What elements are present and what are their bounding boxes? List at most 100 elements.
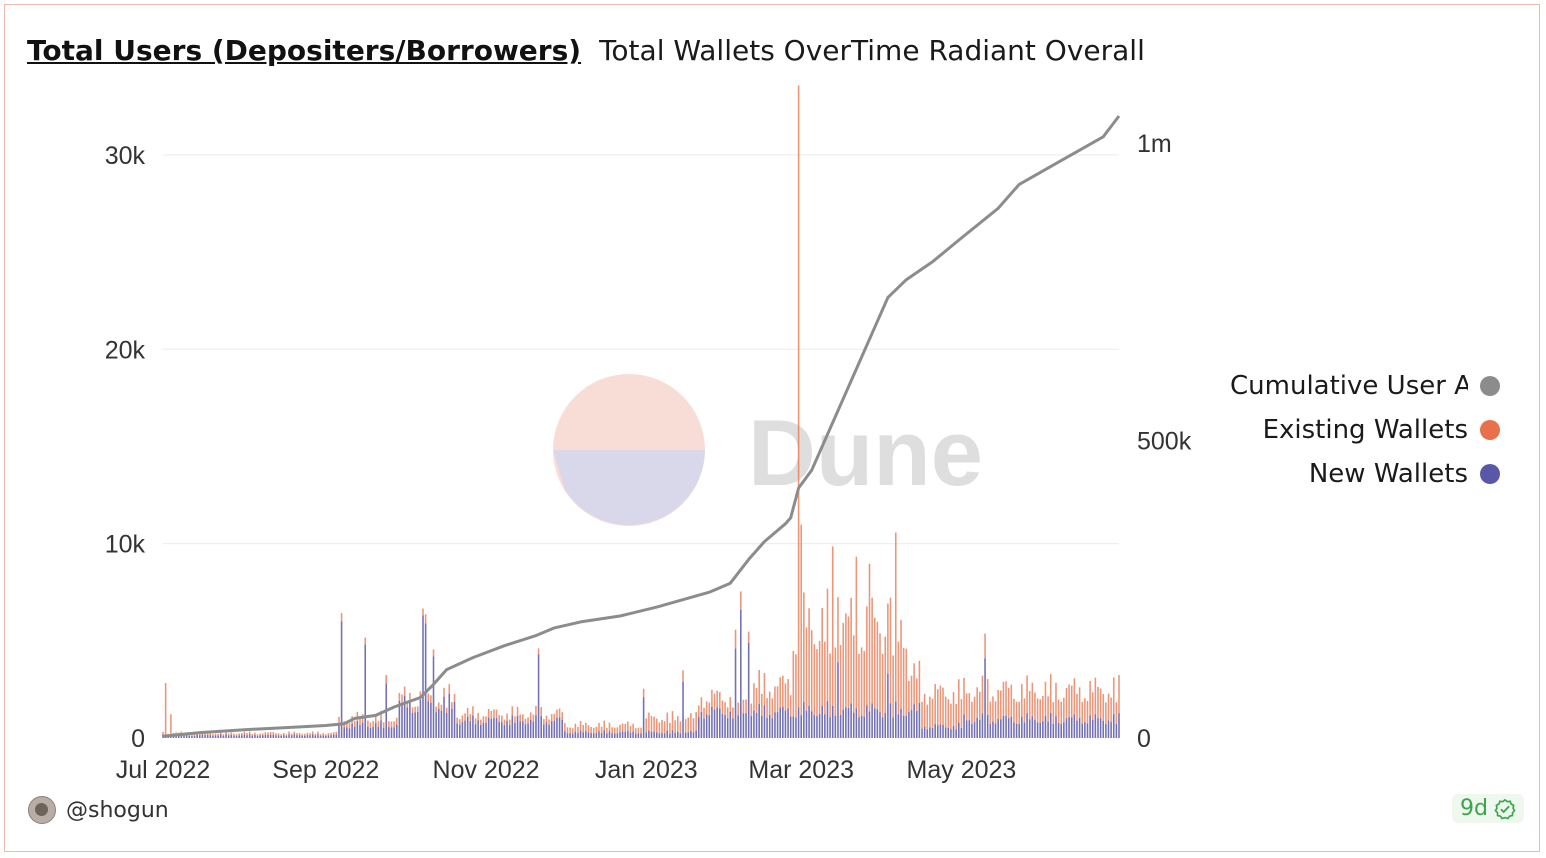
freshness-badge[interactable]: 9d bbox=[1452, 794, 1524, 823]
legend-item-existing[interactable]: Existing Wallets bbox=[1230, 408, 1500, 452]
new-wallets-bar bbox=[1036, 722, 1039, 738]
existing-wallets-bar bbox=[550, 714, 553, 722]
new-wallets-bar bbox=[448, 693, 451, 738]
new-wallets-bar bbox=[445, 712, 448, 738]
existing-wallets-bar bbox=[955, 703, 957, 730]
new-wallets-bar bbox=[1094, 714, 1097, 738]
new-wallets-bar bbox=[784, 710, 787, 738]
new-wallets-bar bbox=[621, 731, 624, 738]
new-wallets-bar bbox=[713, 709, 716, 738]
new-wallets-bars bbox=[162, 609, 1120, 738]
existing-wallets-bar bbox=[960, 699, 963, 728]
existing-wallets-bar bbox=[724, 702, 726, 715]
author-link[interactable]: @shogun bbox=[28, 796, 169, 824]
new-wallets-bar bbox=[679, 733, 682, 738]
existing-wallets-bar bbox=[170, 714, 172, 736]
new-wallets-bar bbox=[923, 726, 926, 738]
existing-wallets-bar bbox=[868, 563, 871, 712]
new-wallets-bar bbox=[852, 712, 855, 738]
existing-wallets-bar bbox=[401, 694, 403, 703]
existing-wallets-bar bbox=[380, 710, 382, 721]
existing-wallets-bar bbox=[619, 724, 621, 733]
y-axis-right: 0 500k 1m bbox=[1137, 130, 1192, 753]
existing-wallets-bar bbox=[254, 732, 256, 735]
cumulative-line-path bbox=[162, 115, 1121, 738]
new-wallets-bar bbox=[464, 720, 466, 738]
existing-wallets-bar bbox=[768, 691, 771, 715]
new-wallets-bar bbox=[482, 722, 485, 738]
new-wallets-bar bbox=[884, 712, 887, 738]
existing-wallets-bar bbox=[506, 713, 508, 721]
new-wallets-bar bbox=[703, 718, 705, 738]
new-wallets-bar bbox=[1026, 713, 1028, 738]
existing-wallets-bar bbox=[913, 663, 915, 705]
existing-wallets-bar bbox=[642, 688, 645, 698]
new-wallets-bar bbox=[301, 735, 303, 738]
existing-wallets-bar bbox=[395, 717, 398, 725]
new-wallets-bar bbox=[456, 723, 458, 738]
existing-wallets-bar bbox=[222, 734, 225, 736]
new-wallets-bar bbox=[183, 735, 185, 738]
new-wallets-bar bbox=[729, 711, 732, 738]
new-wallets-bar bbox=[663, 733, 666, 738]
existing-wallets-bar bbox=[564, 723, 566, 732]
legend-label-existing: Existing Wallets bbox=[1262, 415, 1468, 445]
new-wallets-bar bbox=[931, 727, 934, 738]
new-wallets-bar bbox=[648, 730, 650, 738]
existing-wallets-bar bbox=[543, 718, 545, 725]
new-wallets-bar bbox=[472, 715, 474, 738]
new-wallets-bar bbox=[674, 732, 676, 738]
existing-wallets-bar bbox=[876, 621, 879, 710]
existing-wallets-bar bbox=[372, 720, 374, 727]
new-wallets-bar bbox=[960, 727, 963, 738]
existing-wallets-bar bbox=[871, 597, 873, 704]
x-axis: Jul 2022 Sep 2022 Nov 2022 Jan 2023 Mar 2023… bbox=[116, 756, 1017, 784]
existing-wallets-bar bbox=[655, 718, 658, 733]
new-wallets-bar bbox=[868, 711, 871, 738]
existing-wallets-bar bbox=[1081, 701, 1084, 724]
existing-wallets-bar bbox=[627, 721, 629, 731]
existing-wallets-bar bbox=[653, 716, 655, 732]
new-wallets-bar bbox=[1084, 722, 1086, 738]
new-wallets-bar bbox=[779, 707, 781, 738]
new-wallets-bar bbox=[829, 717, 831, 738]
existing-wallets-bar bbox=[1021, 684, 1023, 717]
existing-wallets-bar bbox=[553, 713, 556, 721]
new-wallets-bar bbox=[897, 714, 900, 738]
existing-wallets-bar bbox=[248, 731, 251, 735]
existing-wallets-bar bbox=[558, 708, 561, 718]
legend-swatch-new bbox=[1480, 464, 1500, 484]
new-wallets-bar bbox=[201, 734, 204, 738]
new-wallets-bar bbox=[348, 728, 351, 738]
existing-wallets-bar bbox=[193, 734, 196, 736]
existing-wallets-bar bbox=[293, 731, 296, 735]
existing-wallets-bar bbox=[367, 720, 369, 727]
new-wallets-bar bbox=[440, 710, 443, 738]
existing-wallets-bar bbox=[503, 719, 506, 725]
existing-wallets-bar bbox=[805, 627, 808, 711]
legend-item-cumulative[interactable]: Cumulative User A bbox=[1230, 364, 1500, 408]
new-wallets-bar bbox=[855, 708, 858, 738]
existing-wallets-bar bbox=[923, 693, 926, 727]
new-wallets-bar bbox=[1015, 723, 1018, 738]
new-wallets-bar bbox=[795, 717, 797, 738]
existing-wallets-bar bbox=[225, 731, 227, 735]
existing-wallets-bar bbox=[766, 698, 768, 719]
new-wallets-bar bbox=[1057, 722, 1060, 738]
existing-wallets-bar bbox=[711, 689, 713, 707]
new-wallets-bar bbox=[424, 623, 427, 738]
legend-item-new[interactable]: New Wallets bbox=[1230, 452, 1500, 496]
dashboard-title-link[interactable]: Total Users (Depositers/Borrowers) bbox=[27, 34, 582, 67]
new-wallets-bar bbox=[1005, 715, 1007, 738]
existing-wallets-bar bbox=[280, 734, 282, 736]
new-wallets-bar bbox=[824, 714, 826, 738]
new-wallets-bar bbox=[537, 654, 540, 738]
existing-wallets-bar bbox=[545, 715, 548, 723]
existing-wallets-bar bbox=[353, 720, 356, 728]
existing-wallets-bar bbox=[755, 688, 758, 714]
existing-wallets-bar bbox=[437, 702, 440, 709]
existing-wallets-bar bbox=[624, 723, 627, 732]
existing-wallets-bar bbox=[422, 608, 424, 616]
new-wallets-bar bbox=[506, 720, 508, 738]
existing-wallets-bar bbox=[301, 733, 303, 736]
